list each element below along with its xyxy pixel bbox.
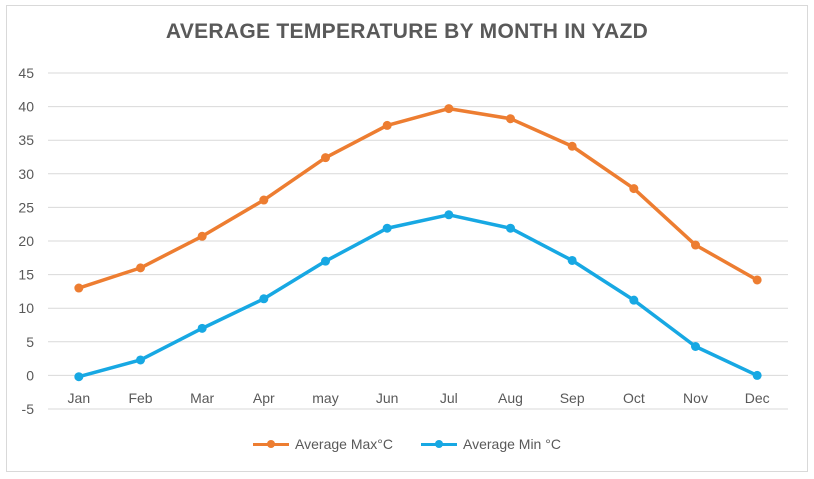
- data-point[interactable]: [567, 141, 577, 151]
- x-tick-label: Oct: [623, 390, 645, 406]
- legend: Average Max°C Average Min °C: [0, 436, 814, 452]
- data-point[interactable]: [444, 104, 454, 114]
- data-point[interactable]: [567, 255, 577, 265]
- x-axis-ticks: Jan Feb Mar Apr may Jun Jul Aug Sep Oct Nov Dec: [68, 390, 770, 406]
- data-point[interactable]: [74, 283, 84, 293]
- y-tick-label: 30: [18, 166, 34, 182]
- data-point[interactable]: [444, 210, 454, 220]
- chart-frame: [6, 5, 808, 472]
- y-tick-label: 20: [18, 233, 34, 249]
- data-point[interactable]: [506, 223, 515, 233]
- x-tick-label: Jan: [68, 390, 91, 406]
- y-tick-label: 45: [18, 65, 34, 81]
- y-tick-label: 15: [18, 267, 34, 283]
- data-point[interactable]: [259, 294, 269, 304]
- legend-swatch-max: [253, 437, 290, 451]
- series-line-1: [77, 213, 759, 379]
- legend-swatch-min: [421, 437, 457, 451]
- y-tick-label: -5: [22, 401, 35, 417]
- data-point[interactable]: [752, 275, 762, 285]
- x-tick-label: Jun: [376, 390, 399, 406]
- x-tick-label: Feb: [128, 390, 152, 406]
- x-tick-label: Jul: [440, 390, 458, 406]
- data-point[interactable]: [197, 323, 207, 333]
- x-tick-label: Nov: [683, 390, 708, 406]
- data-point[interactable]: [506, 114, 515, 124]
- data-point[interactable]: [629, 184, 639, 194]
- series-line-0: [77, 106, 759, 290]
- data-point[interactable]: [629, 295, 639, 305]
- y-tick-label: 5: [26, 334, 34, 350]
- legend-item-max[interactable]: Average Max°C: [253, 436, 393, 452]
- data-point[interactable]: [136, 263, 145, 273]
- x-tick-label: Dec: [745, 390, 770, 406]
- x-tick-label: Mar: [190, 390, 214, 406]
- series-lines: [74, 104, 762, 382]
- y-tick-label: 25: [18, 199, 34, 215]
- data-point[interactable]: [136, 355, 145, 365]
- gridlines: [48, 72, 788, 410]
- data-point[interactable]: [382, 120, 392, 130]
- y-axis-ticks: -5 0 5 10 15 20 25 30 35 40 45: [18, 65, 34, 417]
- y-tick-label: 40: [18, 99, 34, 115]
- legend-label-max: Average Max°C: [295, 436, 393, 452]
- legend-label-min: Average Min °C: [463, 436, 561, 452]
- data-point[interactable]: [691, 240, 700, 250]
- y-tick-label: 35: [18, 132, 34, 148]
- data-point[interactable]: [382, 223, 392, 233]
- data-point[interactable]: [74, 372, 84, 382]
- data-point[interactable]: [197, 231, 207, 241]
- chart-title: AVERAGE TEMPERATURE BY MONTH IN YAZD: [165, 20, 649, 43]
- y-tick-label: 0: [26, 367, 34, 383]
- x-tick-label: Aug: [498, 390, 523, 406]
- x-tick-label: Apr: [253, 390, 275, 406]
- x-tick-label: Sep: [560, 390, 585, 406]
- data-point[interactable]: [752, 370, 762, 380]
- data-point[interactable]: [259, 195, 269, 205]
- x-tick-label: may: [312, 390, 338, 406]
- data-point[interactable]: [321, 256, 330, 266]
- data-point[interactable]: [691, 342, 700, 352]
- y-tick-label: 10: [18, 300, 34, 316]
- legend-item-min[interactable]: Average Min °C: [421, 436, 561, 452]
- data-point[interactable]: [321, 153, 330, 163]
